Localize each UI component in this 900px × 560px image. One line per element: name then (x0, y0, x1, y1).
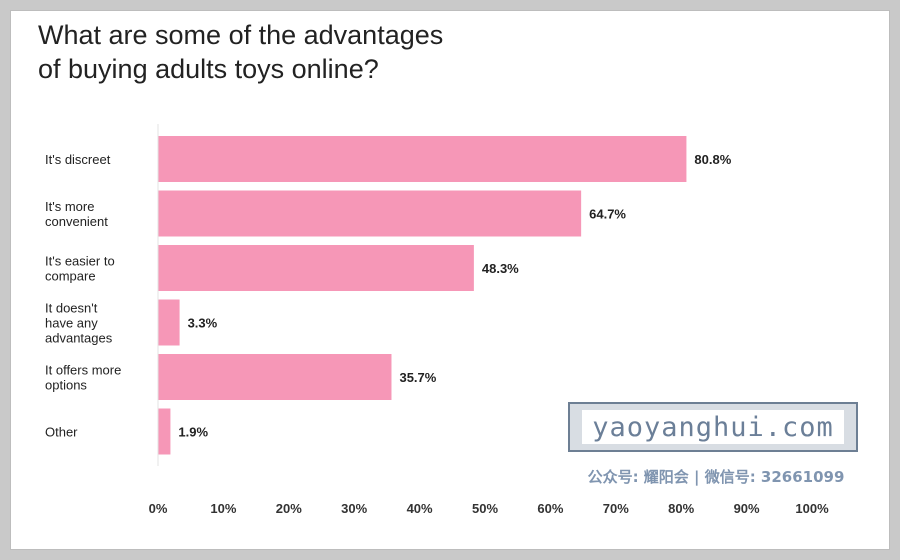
bar-3 (158, 299, 180, 346)
x-tick-label: 60% (537, 501, 563, 516)
category-label-2: It's easier to compare (45, 254, 115, 284)
x-tick-label: 80% (668, 501, 694, 516)
watermark-site: yaoyanghui.com (582, 410, 844, 444)
watermark-box: yaoyanghui.com (568, 402, 858, 452)
category-label-4: It offers more options (45, 363, 121, 393)
value-label-0: 80.8% (694, 152, 731, 167)
x-tick-label: 50% (472, 501, 498, 516)
value-label-4: 35.7% (399, 370, 436, 385)
bar-0 (158, 136, 687, 182)
bar-4 (158, 354, 392, 400)
category-label-5: Other (45, 425, 78, 440)
value-label-1: 64.7% (589, 207, 626, 222)
x-tick-label: 30% (341, 501, 367, 516)
value-label-2: 48.3% (482, 261, 519, 276)
watermark-subtitle: 公众号: 耀阳会 | 微信号: 32661099 (587, 468, 845, 486)
x-tick-label: 10% (210, 501, 236, 516)
x-tick-label: 40% (407, 501, 433, 516)
bar-1 (158, 190, 582, 237)
x-tick-label: 100% (795, 501, 829, 516)
x-tick-label: 20% (276, 501, 302, 516)
category-label-3: It doesn't have any advantages (45, 301, 113, 346)
category-label-1: It's more convenient (45, 199, 108, 229)
category-label-0: It's discreet (45, 152, 111, 167)
x-tick-label: 90% (734, 501, 760, 516)
chart-title: What are some of the advantages of buyin… (38, 20, 444, 84)
bar-2 (158, 245, 474, 291)
x-tick-label: 0% (149, 501, 168, 516)
value-label-5: 1.9% (178, 425, 208, 440)
x-tick-label: 70% (603, 501, 629, 516)
bar-5 (158, 408, 171, 455)
value-label-3: 3.3% (188, 316, 218, 331)
